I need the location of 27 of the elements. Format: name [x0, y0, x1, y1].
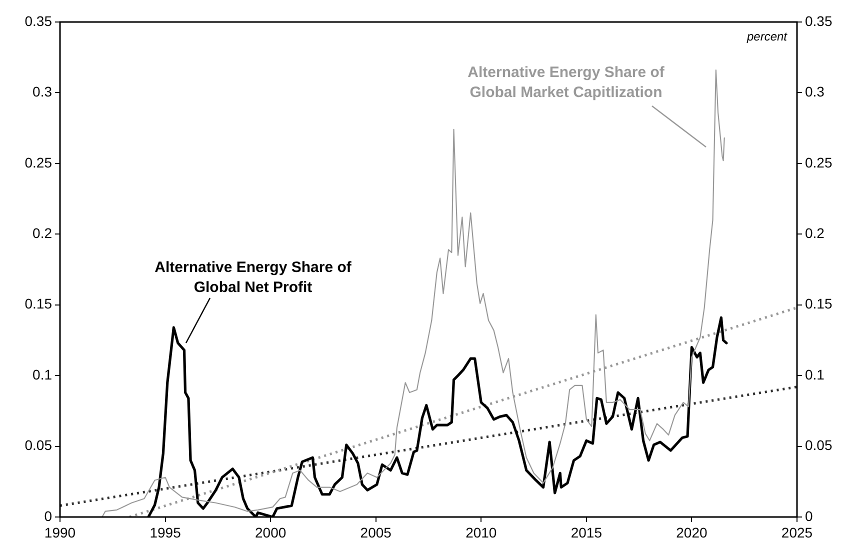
x-tick-label: 1995 — [150, 524, 182, 540]
y-tick-label: 0.15 — [24, 296, 52, 312]
y2-tick-label: 0 — [805, 508, 813, 524]
text: Alternative Energy Share of Global Market Capitlization — [468, 64, 666, 102]
y2-tick-label: 0.25 — [805, 154, 832, 170]
y-tick-label: 0.05 — [24, 437, 52, 454]
y2-tick-label: 0.1 — [805, 366, 825, 382]
y2-tick-label: 0.2 — [805, 225, 825, 241]
text: Alternative Energy Share of Global Net Profit — [154, 259, 352, 296]
y-tick-label: 0.2 — [32, 225, 52, 241]
x-tick-label: 2000 — [254, 524, 286, 540]
y-tick-label: 0.35 — [24, 12, 52, 29]
x-tick-label: 1990 — [44, 524, 76, 540]
annotation: percent — [746, 29, 788, 44]
x-tick-label: 2010 — [466, 524, 497, 540]
y-tick-label: 0.25 — [24, 154, 52, 170]
y2-tick-label: 0.05 — [805, 437, 832, 454]
y-tick-label: 0.3 — [32, 84, 52, 100]
x-tick-label: 2005 — [360, 524, 392, 540]
y2-tick-label: 0.15 — [805, 296, 832, 312]
y-tick-label: 0 — [44, 508, 52, 524]
x-tick-label: 2020 — [676, 524, 708, 540]
y2-tick-label: 0.3 — [805, 84, 825, 100]
x-tick-label: 2015 — [570, 524, 602, 540]
y2-tick-label: 0.35 — [805, 12, 832, 29]
y-tick-label: 0.1 — [32, 366, 52, 382]
x-tick-label: 2025 — [781, 524, 813, 540]
